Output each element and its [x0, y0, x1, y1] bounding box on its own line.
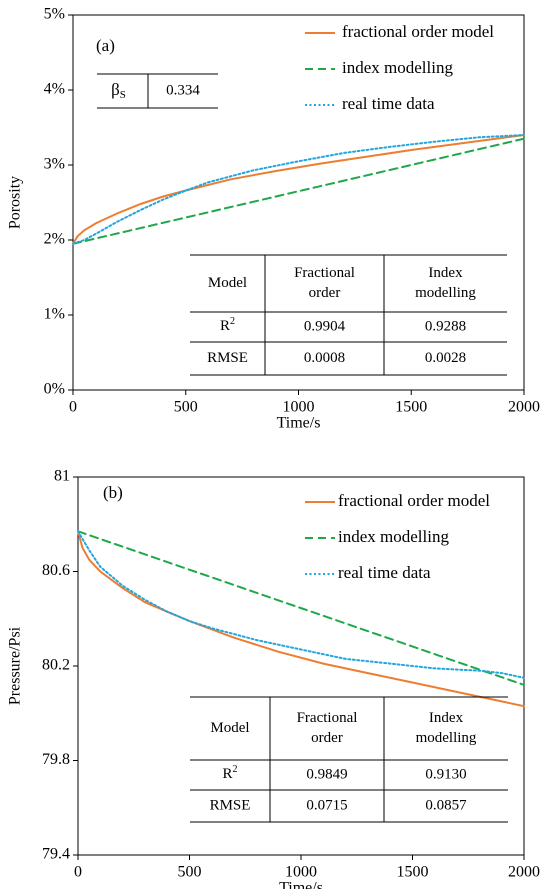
legend-entry-label: real time data [338, 563, 431, 582]
x-tick-label: 1500 [397, 864, 429, 881]
table-header-cell: Index [429, 710, 464, 726]
legend-entry-label: fractional order model [338, 491, 490, 510]
x-tick-label: 500 [174, 399, 198, 416]
table-cell: 0.0857 [425, 797, 467, 813]
metrics-table: Model Fractional order Index modelling R2 0.99… [190, 254, 507, 376]
table-cell: 0.0008 [304, 350, 345, 366]
table-header-cell: Index [428, 265, 463, 281]
table-row-label-rmse: RMSE [207, 350, 248, 366]
table-header-cell: order [309, 285, 341, 301]
y-tick-label: 81 [54, 468, 70, 485]
y-tick-label: 2% [44, 231, 65, 248]
metrics-table: Model Fractional order Index modelling R2 0.98… [190, 696, 508, 823]
table-header-cell: Fractional [297, 710, 358, 726]
table-header-cell: Fractional [294, 265, 355, 281]
y-tick-label: 5% [44, 6, 65, 23]
series-line-index-modelling [72, 137, 525, 245]
parameter-value: 0.334 [166, 82, 200, 98]
table-header-cell: modelling [416, 730, 477, 746]
x-axis-title: Time/s [279, 880, 323, 889]
x-tick-label: 0 [69, 399, 77, 416]
table-cell: 0.9904 [304, 318, 346, 334]
table-header-cell: Model [208, 275, 247, 291]
series-line-fractional-order-model [72, 134, 525, 245]
x-axis-title: Time/s [277, 415, 321, 432]
table-cell: 0.9849 [306, 766, 347, 782]
table-row-label-r2: R2 [220, 316, 235, 334]
table-header-cell: order [311, 730, 343, 746]
y-axis-title: Pressure/Psi [7, 626, 24, 705]
table-cell: 0.9288 [425, 318, 466, 334]
table-row-label-rmse: RMSE [210, 797, 251, 813]
x-tick-label: 2000 [508, 399, 540, 416]
x-tick-label: 0 [74, 864, 82, 881]
panel-label: (b) [103, 483, 123, 502]
x-tick-label: 1000 [283, 399, 315, 416]
legend: fractional order model index modelling rea… [305, 22, 494, 113]
table-header-cell: Model [210, 720, 249, 736]
panel-label: (a) [96, 36, 115, 55]
legend: fractional order model index modelling rea… [305, 491, 490, 582]
legend-entry-label: real time data [342, 94, 435, 113]
series-line-real-time-data [77, 530, 525, 679]
series-line-index-modelling [77, 530, 525, 686]
y-tick-label: 4% [44, 81, 65, 98]
y-tick-label: 0% [44, 381, 65, 398]
y-axis-title: Porosity [7, 176, 24, 229]
parameter-table: βS 0.334 [97, 73, 218, 109]
y-tick-label: 1% [44, 306, 65, 323]
legend-entry-label: fractional order model [342, 22, 494, 41]
table-cell: 0.0715 [306, 797, 347, 813]
x-tick-label: 1000 [285, 864, 317, 881]
table-header-cell: modelling [415, 285, 476, 301]
y-tick-label: 79.8 [42, 751, 70, 768]
table-row-label-r2: R2 [222, 764, 237, 782]
chart-panel-b: 79.4 79.8 80.2 80.6 81 0 500 1000 1500 2000 Time/s… [7, 468, 540, 889]
y-tick-label: 80.6 [42, 562, 70, 579]
x-tick-label: 1500 [395, 399, 427, 416]
legend-entry-label: index modelling [338, 527, 449, 546]
y-tick-label: 79.4 [42, 846, 70, 863]
x-tick-label: 2000 [508, 864, 540, 881]
legend-entry-label: index modelling [342, 58, 453, 77]
table-cell: 0.9130 [425, 766, 466, 782]
y-tick-label: 3% [44, 156, 65, 173]
series-line-real-time-data [72, 134, 525, 245]
series-line-fractional-order-model [77, 530, 525, 708]
y-tick-label: 80.2 [42, 657, 70, 674]
x-tick-label: 500 [178, 864, 202, 881]
table-cell: 0.0028 [425, 350, 466, 366]
chart-panel-a: 0% 1% 2% 3% 4% 5% 0 500 1000 1500 2000 Time/s Porosi… [7, 6, 540, 432]
parameter-symbol: βS [111, 80, 126, 101]
